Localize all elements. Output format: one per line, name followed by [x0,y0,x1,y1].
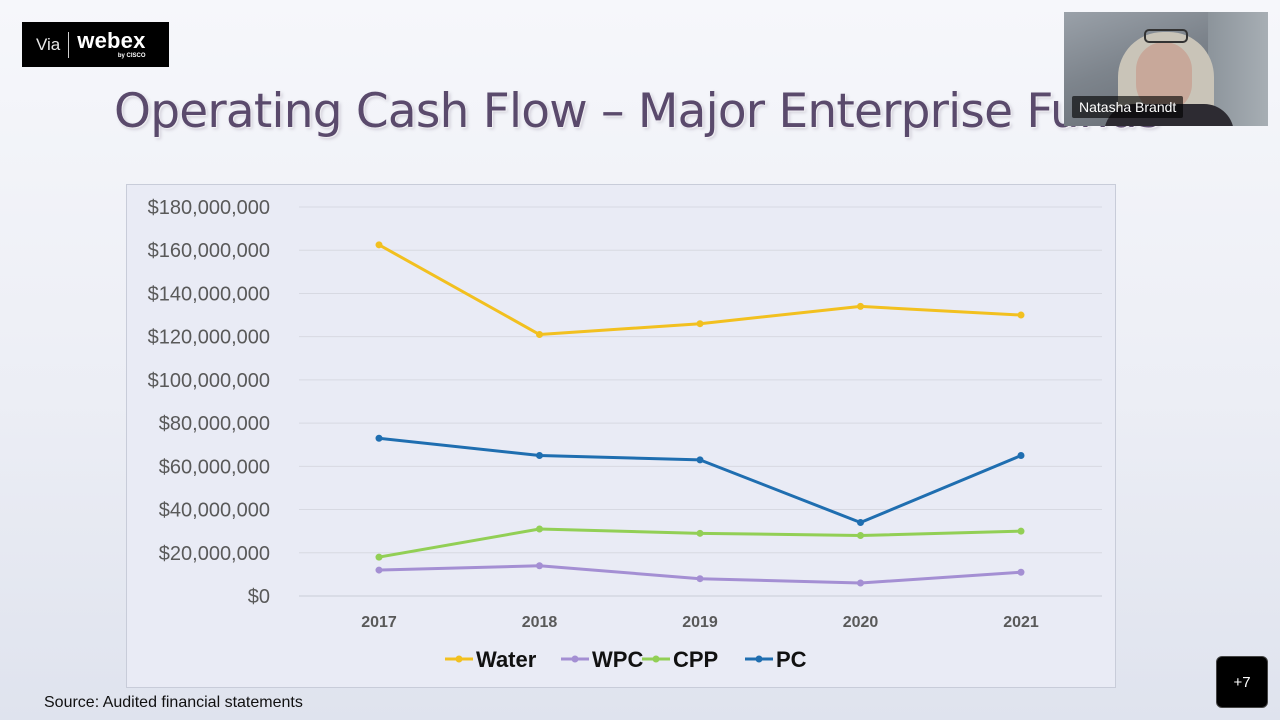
legend-marker-pc [755,655,763,663]
x-tick-label: 2017 [361,614,397,631]
data-point-water [857,302,864,310]
y-tick-label: $0 [248,586,270,608]
y-tick-label: $100,000,000 [148,370,270,392]
data-point-water [1017,311,1025,319]
legend-marker-water [455,655,463,663]
y-tick-label: $80,000,000 [159,413,270,435]
data-point-pc [375,434,383,442]
data-point-wpc [536,562,543,570]
webex-logo: Via webex by CISCO [22,22,169,67]
data-point-cpp [375,553,383,561]
x-tick-label: 2019 [682,614,718,631]
data-point-wpc [375,566,383,574]
y-tick-label: $120,000,000 [148,327,270,349]
y-tick-label: $180,000,000 [148,197,270,219]
legend-marker-cpp [652,655,660,663]
y-tick-label: $160,000,000 [148,240,270,262]
legend-label-pc: PC [776,647,807,672]
legend-label-cpp: CPP [673,647,718,672]
logo-via-text: Via [36,34,61,54]
participant-video-tile[interactable]: Natasha Brandt [1064,12,1268,126]
line-chart-panel: $0 $20,000,000 $40,000,000 $60,000,000 $80,0… [126,184,1116,688]
legend-label-water: Water [476,647,537,672]
data-point-wpc [857,579,864,587]
data-point-cpp [1017,527,1025,535]
participant-name-tag: Natasha Brandt [1072,96,1184,118]
data-point-cpp [857,531,864,539]
y-tick-label: $40,000,000 [159,500,270,522]
x-tick-label: 2018 [522,614,558,631]
legend-marker-wpc [571,655,579,663]
more-participants-button[interactable]: +7 [1216,656,1268,708]
line-chart: $0 $20,000,000 $40,000,000 $60,000,000 $80,0… [148,197,1102,672]
data-point-wpc [696,575,704,583]
data-point-cpp [696,529,704,537]
logo-webex-text: webex [77,28,146,53]
data-point-water [696,320,704,328]
data-point-water [536,331,543,339]
logo-cisco-text: by CISCO [117,53,146,59]
x-tick-label: 2021 [1003,614,1039,631]
x-tick-label: 2020 [843,614,879,631]
legend-label-wpc: WPC [592,647,643,672]
y-tick-label: $20,000,000 [159,543,270,565]
y-tick-label: $60,000,000 [159,456,270,478]
data-point-wpc [1017,568,1025,576]
data-point-pc [857,519,864,527]
data-point-water [375,241,383,249]
data-point-pc [696,456,704,464]
data-point-pc [536,452,543,460]
logo-brand: webex by CISCO [77,28,146,60]
slide-title: Operating Cash Flow – Major Enterprise F… [114,84,1162,139]
logo-divider [68,31,70,58]
data-point-cpp [536,525,543,533]
y-tick-label: $140,000,000 [148,283,270,305]
data-point-pc [1017,452,1025,460]
participant-glasses [1144,29,1188,43]
source-note: Source: Audited financial statements [44,694,303,711]
